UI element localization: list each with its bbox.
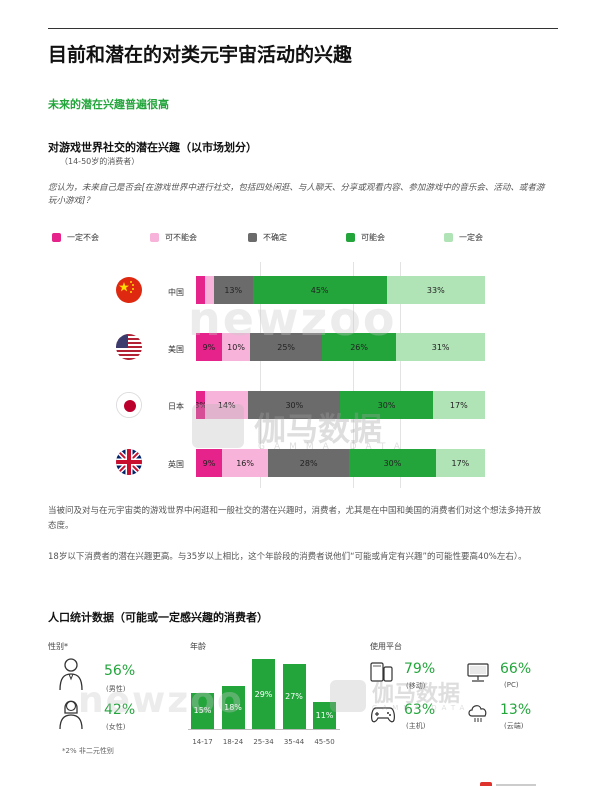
age-bar: 29% <box>252 659 275 729</box>
row-label-uk: 英国 <box>168 460 184 469</box>
usa-flag-icon <box>116 334 142 360</box>
bar-segment: 30% <box>340 391 433 419</box>
row-label-china: 中国 <box>168 288 184 297</box>
legend-swatch <box>248 233 257 242</box>
chart-section-title: 对游戏世界社交的潜在兴趣（以市场划分） <box>48 141 257 154</box>
bar-segment: 17% <box>432 391 485 419</box>
paragraph-summary-2: 18岁以下消费者的潜在兴趣更高。与35岁以上相比，这个年龄段的消费者说他们“可能… <box>48 552 527 562</box>
bar-segment: 25% <box>250 333 322 361</box>
male-percent: 56% <box>104 663 136 679</box>
age-bar: 18% <box>221 685 245 729</box>
legend-swatch <box>150 233 159 242</box>
bar-segment <box>196 276 205 304</box>
gamepad-icon <box>370 704 396 728</box>
page-title: 目前和潜在的对类元宇宙活动的兴趣 <box>48 44 353 66</box>
row-label-japan: 日本 <box>168 402 184 411</box>
legend-item: 可能会 <box>346 232 385 243</box>
age-axis <box>188 729 340 730</box>
survey-question: 您认为，未来自己是否会[在游戏世界中进行社交，包括四处闲逛、与人聊天、分享或观看… <box>48 183 545 206</box>
mobile-label: (移动) <box>406 682 426 690</box>
age-tick-label: 25-34 <box>253 738 274 746</box>
stacked-bar-china: 13% 45% 33% <box>196 276 485 304</box>
female-label: (女性) <box>106 723 126 731</box>
pc-label: (PC) <box>504 681 519 689</box>
bar-segment: 10% <box>221 333 251 361</box>
stacked-bar-japan: 3%14%30%30%17% <box>196 391 485 419</box>
age-bar: 15% <box>191 692 214 729</box>
pc-icon <box>466 662 490 688</box>
age-tick-label: 14-17 <box>192 738 213 746</box>
bar-segment: 14% <box>205 391 249 419</box>
bar-segment: 9% <box>196 333 222 361</box>
bar-segment: 3% <box>196 391 206 419</box>
bar-segment: 26% <box>321 333 397 361</box>
legend-item: 可不能会 <box>150 232 197 243</box>
row-label-usa: 美国 <box>168 345 184 354</box>
legend-label: 可不能会 <box>165 233 197 242</box>
mobile-devices-icon <box>370 661 394 687</box>
paragraph-summary-1: 当被问及对与在元宇宙类的游戏世界中闲逛和一般社交的潜在兴趣时，消费者，尤其是在中… <box>48 506 542 531</box>
mobile-percent: 79% <box>404 661 436 677</box>
legend-item: 一定不会 <box>52 232 99 243</box>
newzoo-watermark-bottom: newzoo <box>78 680 244 721</box>
pc-percent: 66% <box>500 661 532 677</box>
legend-item: 一定会 <box>444 232 483 243</box>
bar-segment: 16% <box>222 449 269 477</box>
female-percent: 42% <box>104 702 136 718</box>
legend-swatch <box>52 233 61 242</box>
male-label: (男性) <box>106 685 126 693</box>
bar-segment: 9% <box>196 449 222 477</box>
legend-label: 可能会 <box>361 233 385 242</box>
platform-title: 使用平台 <box>370 642 402 651</box>
page-subtitle: 未来的潜在兴趣普遍很高 <box>48 98 169 111</box>
male-person-icon <box>58 657 84 695</box>
chart-gridlines <box>100 262 500 488</box>
bar-segment: 28% <box>268 449 350 477</box>
age-bar: 11% <box>313 702 336 729</box>
gamma-logo-watermark-bottom <box>330 680 366 712</box>
cloud-icon <box>466 702 490 728</box>
chart-legend: 一定不会 可不能会 不确定 可能会 一定会 <box>52 232 542 246</box>
uk-flag-icon <box>116 449 142 475</box>
legend-swatch <box>346 233 355 242</box>
bar-segment: 13% <box>213 276 253 304</box>
chart-section-subtitle: （14-50岁的消费者） <box>60 157 140 166</box>
age-title: 年龄 <box>190 642 206 651</box>
japan-flag-icon <box>116 392 142 418</box>
legend-label: 一定不会 <box>67 233 99 242</box>
bar-segment: 30% <box>349 449 436 477</box>
top-rule <box>48 28 558 29</box>
cloud-percent: 13% <box>500 702 532 718</box>
stacked-bar-usa: 9% 10% 25% 26% 31% <box>196 333 485 361</box>
legend-label: 不确定 <box>263 233 287 242</box>
age-tick-label: 35-44 <box>283 738 305 746</box>
china-flag-icon <box>116 277 142 303</box>
bar-segment: 30% <box>248 391 341 419</box>
console-percent: 63% <box>404 702 436 718</box>
age-tick-label: 18-24 <box>222 738 244 746</box>
bar-segment: 33% <box>386 276 485 304</box>
gender-title: 性别* <box>48 642 68 651</box>
age-tick-label: 45-50 <box>314 738 335 746</box>
legend-swatch <box>444 233 453 242</box>
console-label: (主机) <box>406 722 426 730</box>
corner-logo-mark <box>480 776 570 786</box>
gamma-logo-watermark <box>192 404 244 448</box>
bar-segment: 31% <box>396 333 485 361</box>
gender-footnote: *2% 非二元性别 <box>62 747 114 755</box>
demographics-title: 人口统计数据（可能或一定感兴趣的消费者） <box>48 611 268 624</box>
bar-segment <box>204 276 214 304</box>
age-bar: 27% <box>282 663 306 729</box>
bar-segment: 45% <box>252 276 387 304</box>
female-person-icon <box>58 696 84 734</box>
legend-label: 一定会 <box>459 233 483 242</box>
legend-item: 不确定 <box>248 232 287 243</box>
bar-segment: 17% <box>435 449 485 477</box>
stacked-bar-uk: 9% 16% 28% 30% 17% <box>196 449 485 477</box>
cloud-label: (云端) <box>504 722 524 730</box>
